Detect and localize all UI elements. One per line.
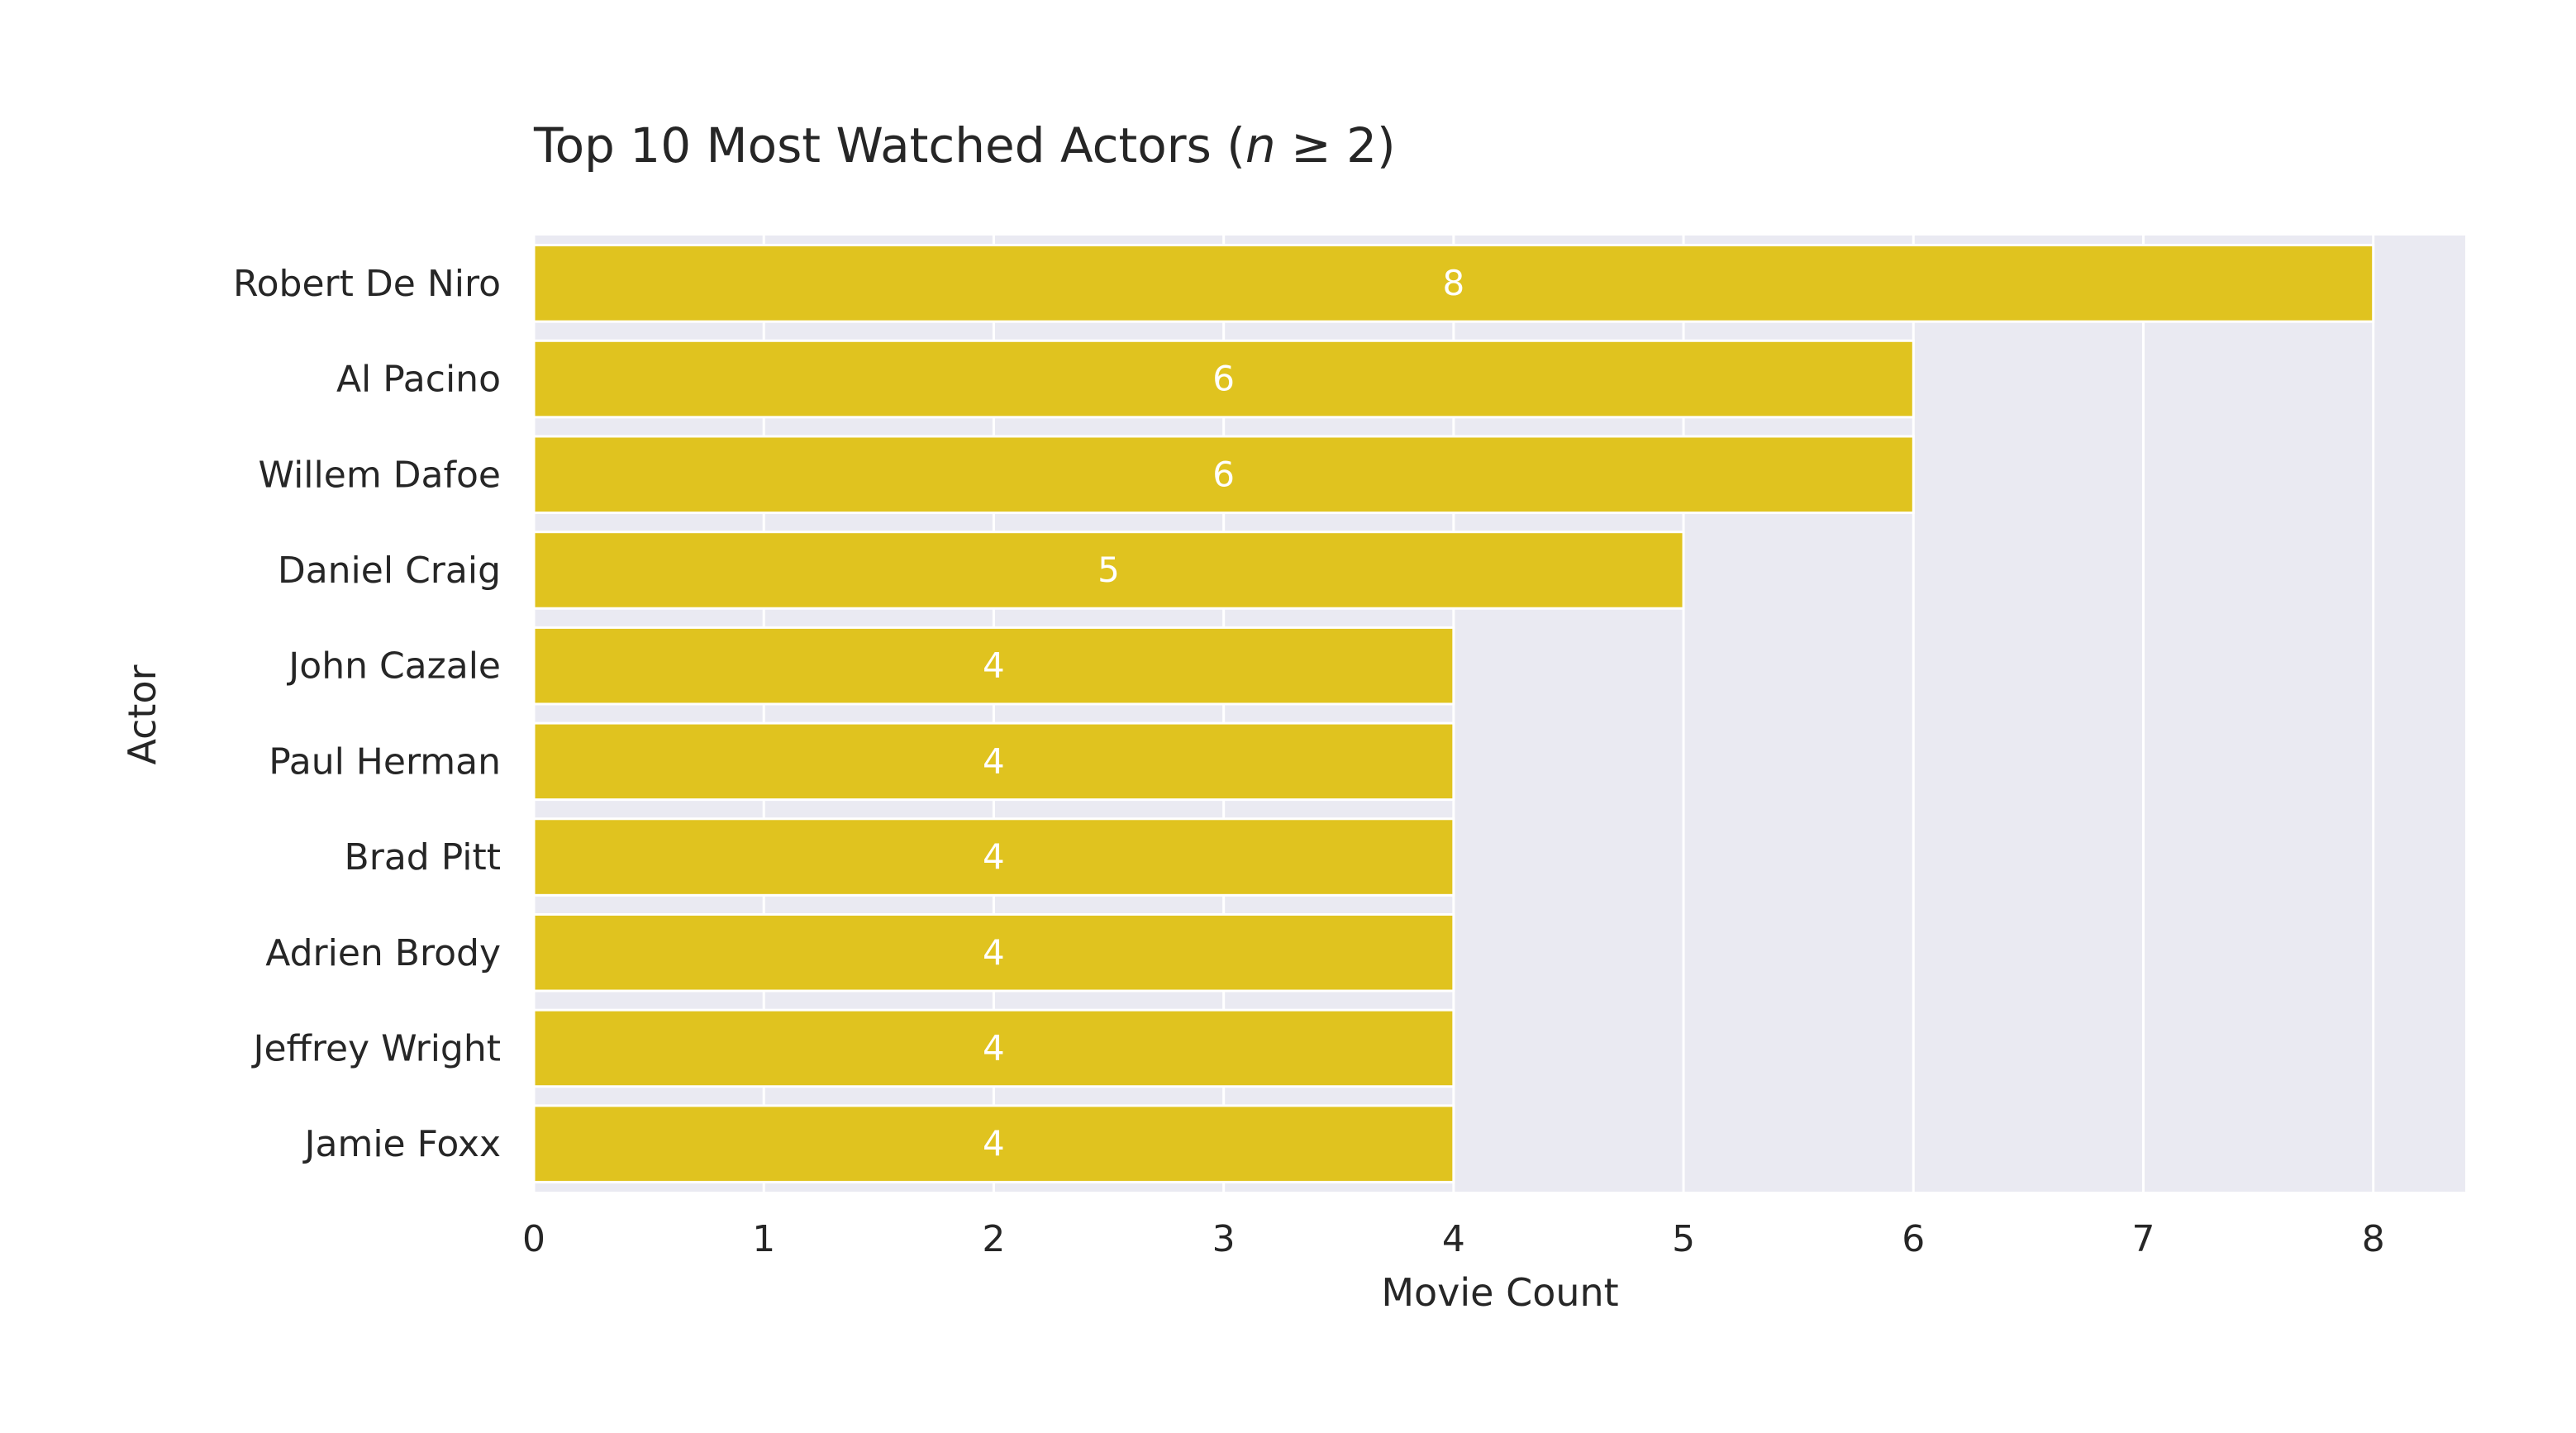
x-tick-label-8: 8 — [2362, 1218, 2385, 1260]
y-tick-label-3: Daniel Craig — [278, 550, 501, 592]
bar-value-label-0: 8 — [1442, 263, 1464, 303]
bar-2 — [532, 435, 1915, 515]
chart-title-suffix: ≥ 2) — [1276, 117, 1396, 174]
bars — [532, 244, 2375, 1183]
y-tick-label-6: Brad Pitt — [345, 836, 501, 878]
x-tick-label-6: 6 — [1902, 1218, 1925, 1260]
bar-8 — [532, 1008, 1455, 1088]
x-tick-label-7: 7 — [2132, 1218, 2155, 1260]
bar-0 — [532, 244, 2375, 323]
chart-title: Top 10 Most Watched Actors (n ≥ 2) — [533, 117, 1396, 174]
y-tick-label-2: Willem Dafoe — [259, 454, 501, 496]
bar-value-label-8: 4 — [983, 1027, 1005, 1068]
y-tick-label-4: John Cazale — [286, 645, 501, 688]
x-tick-label-0: 0 — [522, 1218, 545, 1260]
bar-5 — [532, 721, 1455, 802]
chart-title-prefix: Top 10 Most Watched Actors ( — [533, 117, 1245, 174]
x-tick-label-2: 2 — [982, 1218, 1005, 1260]
bar-value-label-9: 4 — [983, 1123, 1005, 1164]
bar-value-label-1: 6 — [1212, 359, 1235, 399]
bar-7 — [532, 912, 1455, 993]
bar-9 — [532, 1104, 1455, 1183]
bar-1 — [532, 339, 1915, 419]
chart-title-variable: n — [1245, 117, 1276, 174]
bar-value-label-4: 4 — [983, 645, 1005, 686]
bar-value-label-5: 4 — [983, 740, 1005, 781]
x-tick-label-4: 4 — [1442, 1218, 1465, 1260]
bar-value-label-6: 4 — [983, 836, 1005, 877]
bar-4 — [532, 626, 1455, 706]
y-tick-label-0: Robert De Niro — [233, 263, 501, 305]
bar-value-labels: 8 6 6 5 4 4 4 4 4 4 — [983, 263, 1464, 1164]
y-tick-label-5: Paul Herman — [269, 740, 501, 783]
y-tick-label-8: Jeffrey Wright — [251, 1027, 502, 1069]
bar-value-label-7: 4 — [983, 932, 1005, 973]
y-tick-label-7: Adrien Brody — [265, 932, 501, 974]
y-axis-label: Actor — [120, 664, 164, 764]
x-axis-label: Movie Count — [1381, 1270, 1618, 1315]
x-tick-label-5: 5 — [1672, 1218, 1695, 1260]
x-tick-label-1: 1 — [752, 1218, 775, 1260]
x-tick-label-3: 3 — [1212, 1218, 1236, 1260]
y-axis-tick-labels: Robert De Niro Al Pacino Willem Dafoe Danie… — [233, 263, 501, 1165]
bar-3 — [532, 531, 1685, 610]
bar-6 — [532, 817, 1455, 897]
bar-value-label-2: 6 — [1212, 454, 1235, 494]
y-tick-label-9: Jamie Foxx — [302, 1123, 501, 1165]
x-axis-tick-labels: 0 1 2 3 4 5 6 7 8 — [522, 1218, 2385, 1260]
y-tick-label-1: Al Pacino — [336, 359, 501, 401]
bar-value-label-3: 5 — [1098, 550, 1120, 590]
